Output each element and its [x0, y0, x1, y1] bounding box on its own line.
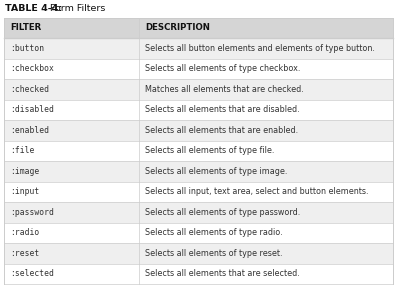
Bar: [4, 58, 393, 79]
Text: Selects all elements that are disabled.: Selects all elements that are disabled.: [145, 105, 300, 114]
Text: Form Filters: Form Filters: [47, 4, 105, 13]
Text: :file: :file: [10, 146, 35, 155]
Bar: [4, 223, 393, 243]
Text: :image: :image: [10, 167, 39, 176]
Text: :selected: :selected: [10, 269, 54, 278]
Text: Selects all elements of type password.: Selects all elements of type password.: [145, 208, 301, 217]
Text: Selects all elements of type reset.: Selects all elements of type reset.: [145, 249, 283, 258]
Text: Selects all elements that are enabled.: Selects all elements that are enabled.: [145, 126, 299, 135]
Text: DESCRIPTION: DESCRIPTION: [145, 24, 210, 33]
Bar: [4, 141, 393, 161]
Text: :button: :button: [10, 44, 44, 53]
Text: :password: :password: [10, 208, 54, 217]
Bar: [4, 18, 393, 38]
Bar: [4, 243, 393, 264]
Text: Selects all elements of type radio.: Selects all elements of type radio.: [145, 228, 283, 237]
Text: :disabled: :disabled: [10, 105, 54, 114]
Text: Selects all elements that are selected.: Selects all elements that are selected.: [145, 269, 300, 278]
Bar: [4, 79, 393, 99]
Text: Selects all elements of type checkbox.: Selects all elements of type checkbox.: [145, 64, 301, 73]
Bar: [4, 264, 393, 284]
Text: Matches all elements that are checked.: Matches all elements that are checked.: [145, 85, 304, 94]
Text: Selects all elements of type file.: Selects all elements of type file.: [145, 146, 275, 155]
Text: Selects all input, text area, select and button elements.: Selects all input, text area, select and…: [145, 187, 369, 196]
Bar: [4, 202, 393, 223]
Text: Selects all elements of type image.: Selects all elements of type image.: [145, 167, 288, 176]
Bar: [4, 99, 393, 120]
Text: :reset: :reset: [10, 249, 39, 258]
Text: :input: :input: [10, 187, 39, 196]
Bar: [4, 38, 393, 58]
Bar: [4, 181, 393, 202]
Bar: [4, 120, 393, 141]
Bar: [4, 161, 393, 181]
Text: FILTER: FILTER: [10, 24, 41, 33]
Text: :checked: :checked: [10, 85, 49, 94]
Text: Selects all button elements and elements of type button.: Selects all button elements and elements…: [145, 44, 375, 53]
Text: :radio: :radio: [10, 228, 39, 237]
Text: :checkbox: :checkbox: [10, 64, 54, 73]
Text: TABLE 4-4:: TABLE 4-4:: [5, 4, 62, 13]
Text: :enabled: :enabled: [10, 126, 49, 135]
